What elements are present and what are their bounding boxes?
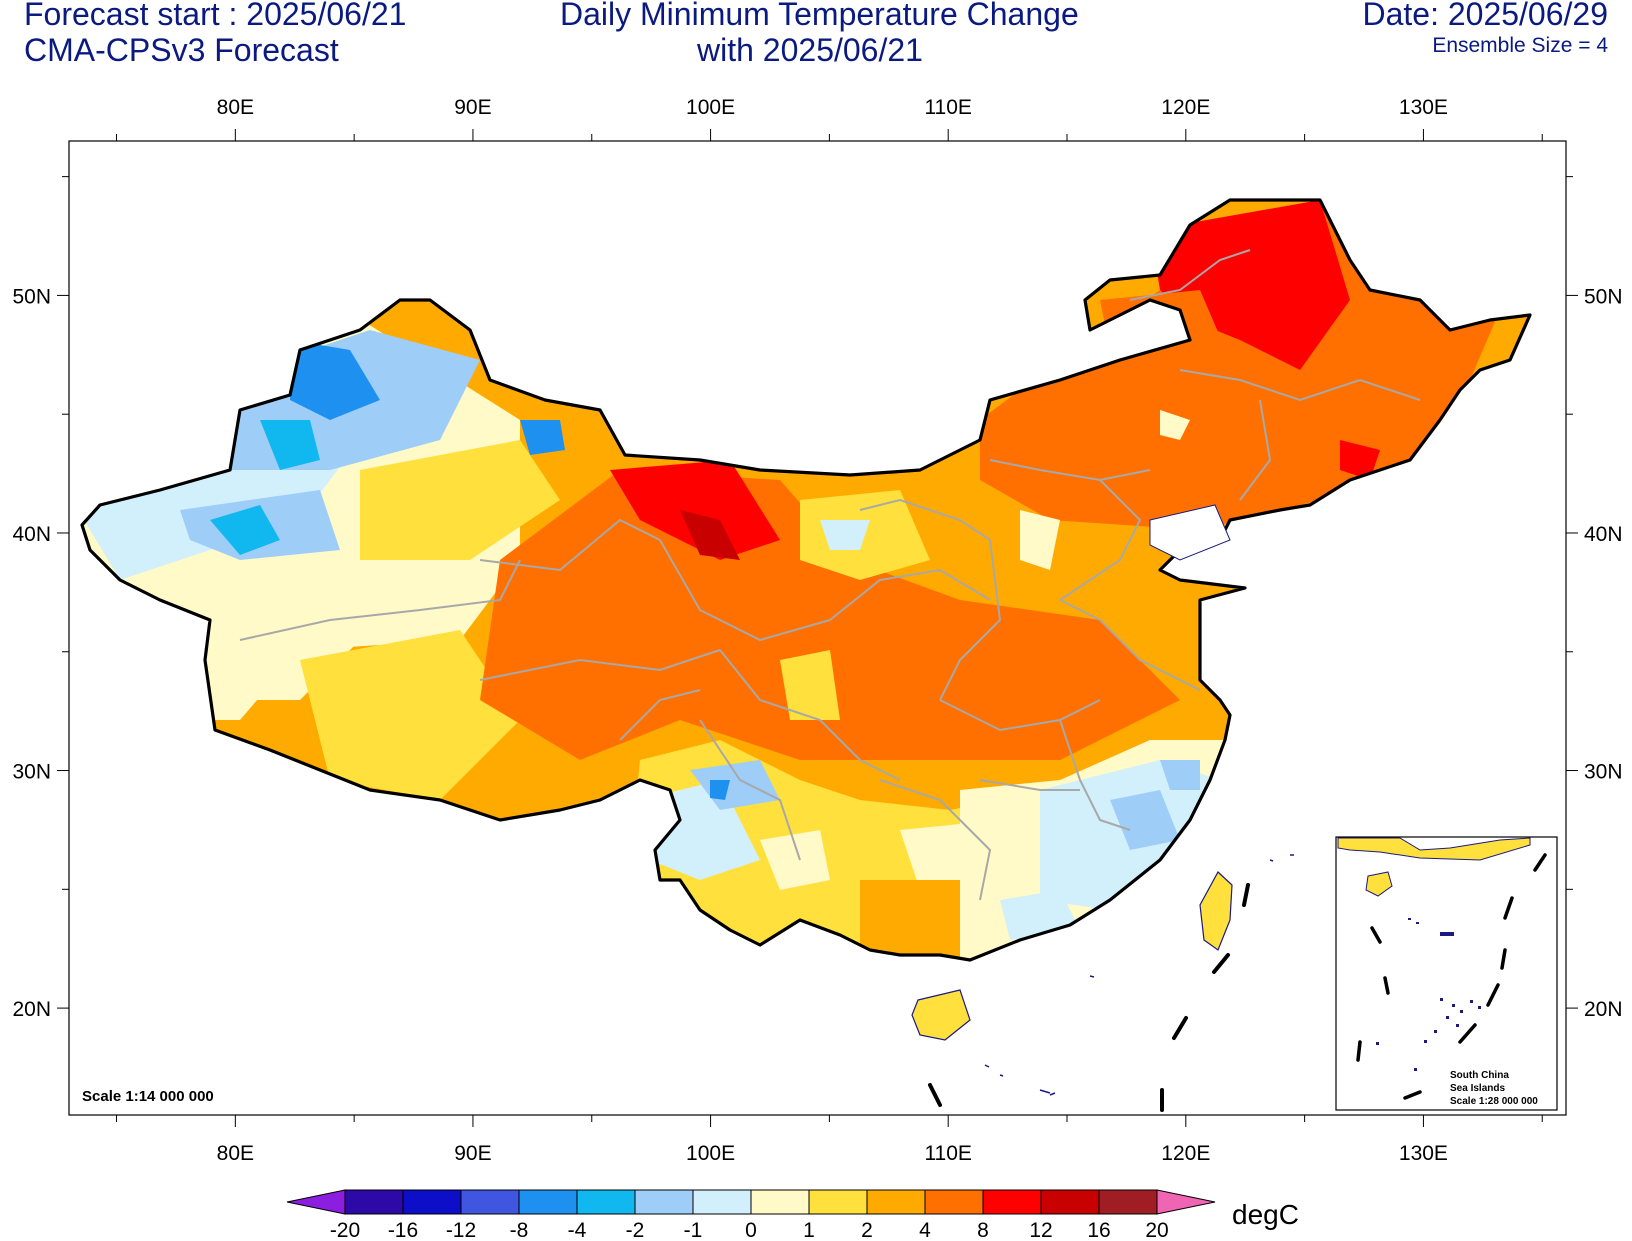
lon-label-top: 100E: [686, 96, 735, 119]
taiwan-island: [1199, 871, 1233, 951]
colorbar-swatch: [576, 1189, 636, 1215]
lat-label-right: 50N: [1584, 285, 1623, 308]
inset-islands: [1376, 918, 1481, 1071]
colorbar: -20 -16 -12 -8 -4 -2 -1 0 1 2 4 8 12 16 20: [286, 1189, 1216, 1241]
axis-ticks: [57, 129, 1578, 1127]
colorbar-swatch: [692, 1189, 752, 1215]
lon-label-bottom: 130E: [1399, 1142, 1448, 1165]
lat-label-left: 40N: [12, 523, 51, 546]
colorbar-swatch: [344, 1189, 404, 1215]
inset-coast: [1337, 837, 1531, 861]
colorbar-swatch: [924, 1189, 984, 1215]
lon-label-top: 130E: [1399, 96, 1448, 119]
colorbar-swatch: [750, 1189, 810, 1215]
colorbar-swatch: [982, 1189, 1042, 1215]
colorbar-swatch: [518, 1189, 578, 1215]
colorbar-under-arrow: [286, 1189, 346, 1215]
forecast-start-label: Forecast start : 2025/06/21: [24, 0, 407, 32]
lon-label-bottom: 80E: [217, 1142, 254, 1165]
model-label: CMA-CPSv3 Forecast: [24, 32, 339, 68]
colorbar-swatch: [1040, 1189, 1100, 1215]
colorbar-tick-label: -8: [510, 1219, 529, 1241]
colorbar-tick-label: 2: [861, 1219, 873, 1241]
colorbar-tick-label: 8: [977, 1219, 989, 1241]
colorbar-swatch: [634, 1189, 694, 1215]
colorbar-swatch: [460, 1189, 520, 1215]
colorbar-tick-label: -12: [446, 1219, 476, 1241]
map-scale-label: Scale 1:14 000 000: [82, 1088, 214, 1105]
lon-label-bottom: 100E: [686, 1142, 735, 1165]
ensemble-size-label: Ensemble Size = 4: [1432, 34, 1608, 57]
lon-label-bottom: 110E: [924, 1142, 972, 1165]
lat-label-left: 30N: [12, 761, 51, 784]
colorbar-tick-label: -1: [684, 1219, 703, 1241]
lat-label-right: 40N: [1584, 523, 1623, 546]
colorbar-tick-label: 20: [1145, 1219, 1168, 1241]
inset-label-line-2: Sea Islands: [1450, 1083, 1505, 1094]
inset-label-line-3: Scale 1:28 000 000: [1450, 1096, 1538, 1107]
inset-label-line-1: South China: [1450, 1070, 1509, 1081]
colorbar-tick-label: 4: [919, 1219, 931, 1241]
lon-label-top: 120E: [1161, 96, 1210, 119]
lon-label-top: 90E: [454, 96, 491, 119]
lon-label-bottom: 90E: [454, 1142, 491, 1165]
colorbar-tick-label: 16: [1087, 1219, 1110, 1241]
valid-date-label: Date: 2025/06/29: [1362, 0, 1608, 32]
colorbar-tick-label: 0: [745, 1219, 757, 1241]
province-boundaries: [239, 249, 1421, 901]
colorbar-tick-label: 12: [1029, 1219, 1052, 1241]
lat-label-left: 20N: [12, 998, 51, 1021]
colorbar-tick-label: -16: [388, 1219, 418, 1241]
inset-hainan: [1365, 871, 1393, 897]
colorbar-unit-label: degC: [1232, 1199, 1299, 1230]
lat-label-left: 50N: [12, 285, 51, 308]
colorbar-swatch: [1098, 1189, 1158, 1215]
island-dots: [984, 854, 1294, 1096]
colorbar-tick-label: -4: [568, 1219, 587, 1241]
colorbar-swatch: [402, 1189, 462, 1215]
inset-dashed-line: [1356, 853, 1547, 1100]
bohai-sea: [1149, 504, 1231, 561]
colorbar-swatch: [808, 1189, 868, 1215]
colorbar-tick-label: -2: [626, 1219, 645, 1241]
colorbar-over-arrow: [1156, 1189, 1216, 1215]
lat-label-right: 30N: [1584, 761, 1623, 784]
lat-label-right: 20N: [1584, 998, 1623, 1021]
maritime-boundary: [928, 883, 1250, 1112]
colorbar-tick-label: -20: [330, 1219, 360, 1241]
lon-label-top: 80E: [217, 96, 254, 119]
map-title-line-2: with 2025/06/21: [697, 32, 923, 68]
lon-label-bottom: 120E: [1161, 1142, 1210, 1165]
south-china-sea-inset: South China Sea Islands Scale 1:28 000 0…: [1335, 836, 1558, 1111]
hainan-island: [911, 989, 971, 1041]
colorbar-swatch: [866, 1189, 926, 1215]
lon-label-top: 110E: [924, 96, 972, 119]
map-title-line-1: Daily Minimum Temperature Change: [560, 0, 1079, 32]
colorbar-tick-label: 1: [803, 1219, 815, 1241]
axis-labels: 80E 80E 90E 90E 100E 100E 110E 110E 120E 120E 130E…: [12, 96, 1622, 1165]
national-border: [80, 198, 1532, 962]
